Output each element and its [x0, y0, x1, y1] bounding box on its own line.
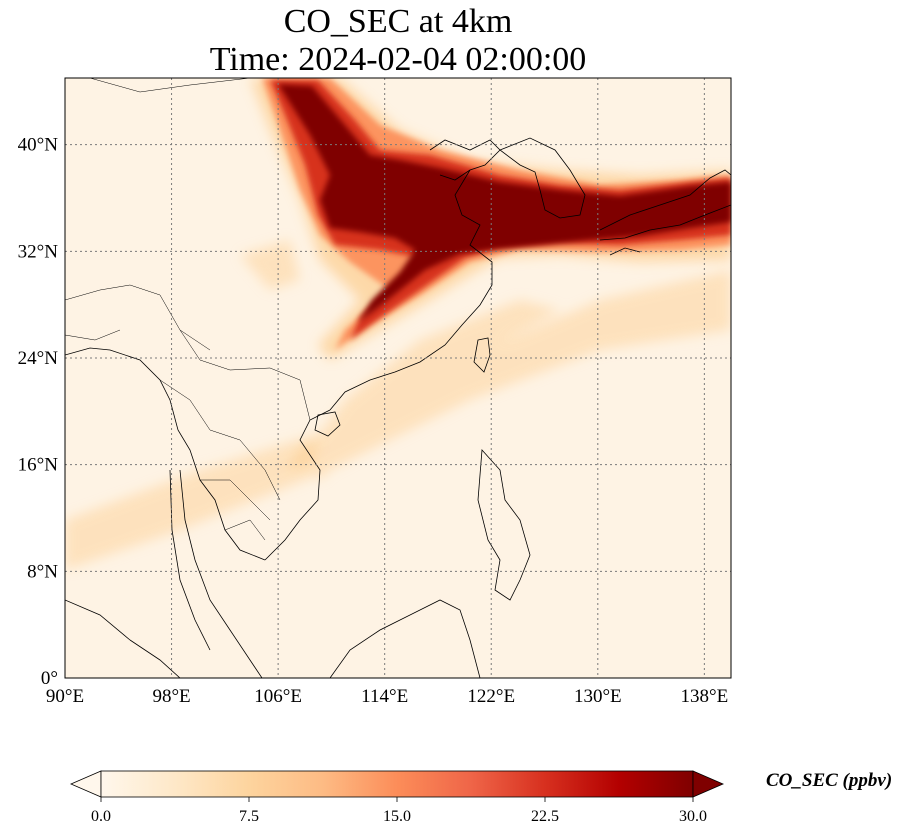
latitude-tick-labels: 0° 8°N 16°N 24°N 32°N 40°N	[18, 135, 59, 689]
co-haze-layer	[65, 240, 731, 570]
coastlines-and-borders	[65, 78, 731, 678]
colorbar-extend-max-arrow	[692, 770, 725, 798]
borneo-coastline	[329, 599, 481, 678]
latitude-tick-label: 0°	[41, 668, 58, 689]
longitude-tick-label: 122°E	[467, 686, 515, 707]
colorbar-tick-label: 0.0	[91, 808, 111, 825]
map-frame	[64, 77, 732, 679]
map-panel: 90°E 98°E 106°E 114°E 122°E 130°E 138°E 0° 8°N 1…	[18, 77, 732, 707]
co-concentration-field	[65, 78, 731, 570]
sumatra-coastline	[65, 599, 181, 678]
latitude-tick-label: 24°N	[18, 348, 59, 369]
latitude-tick-label: 40°N	[18, 135, 59, 156]
longitude-tick-label: 90°E	[46, 686, 84, 707]
longitude-tick-label: 106°E	[254, 686, 302, 707]
longitude-tick-labels: 90°E 98°E 106°E 114°E 122°E 130°E 138°E	[46, 686, 728, 707]
longitude-tick-label: 98°E	[152, 686, 190, 707]
map-gridlines	[65, 78, 731, 678]
korea-coastline	[499, 137, 586, 219]
colorbar-tick-label: 30.0	[679, 808, 707, 825]
longitude-tick-label: 138°E	[681, 686, 729, 707]
co-plume-core	[278, 84, 731, 322]
colorbar-extend-min-arrow	[69, 770, 102, 798]
colorbar-tick-label: 7.5	[239, 808, 259, 825]
taiwan-coastline	[473, 337, 491, 373]
latitude-tick-label: 16°N	[18, 455, 59, 476]
colorbar-gradient	[100, 770, 694, 798]
colorbar-tick-label: 22.5	[531, 808, 559, 825]
colorbar-label: CO_SEC (ppbv)	[766, 770, 893, 791]
colorbar: 0.0 7.5 15.0 22.5 30.0	[69, 770, 725, 825]
colorbar-tick-label: 15.0	[383, 808, 411, 825]
hainan-coastline	[314, 411, 341, 437]
longitude-tick-label: 114°E	[361, 686, 408, 707]
latitude-tick-label: 32°N	[18, 241, 59, 262]
map-time-subtitle: Time: 2024-02-04 02:00:00	[209, 41, 587, 78]
philippines-coastline	[477, 449, 531, 601]
colorbar-ticks: 0.0 7.5 15.0 22.5 30.0	[91, 797, 707, 825]
longitude-tick-label: 130°E	[574, 686, 622, 707]
inland-borders	[65, 78, 311, 541]
latitude-tick-label: 8°N	[27, 561, 58, 582]
japan-coastline	[599, 169, 731, 256]
map-title: CO_SEC at 4km	[283, 3, 513, 40]
china-coastline	[329, 169, 493, 411]
